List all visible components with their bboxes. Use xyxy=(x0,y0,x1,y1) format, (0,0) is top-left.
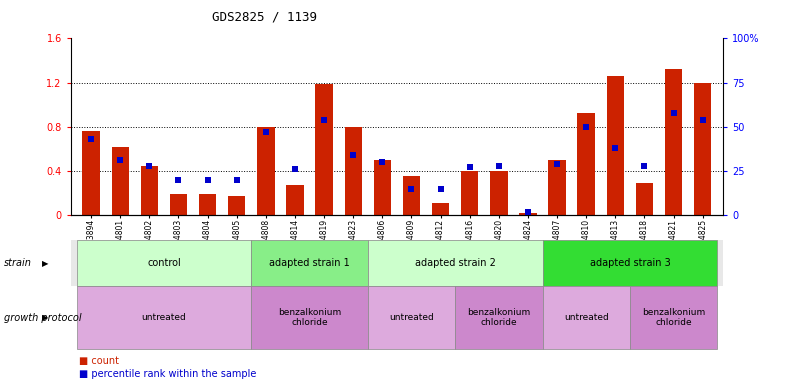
Text: adapted strain 1: adapted strain 1 xyxy=(269,258,350,268)
Text: growth protocol: growth protocol xyxy=(4,313,82,323)
Bar xyxy=(257,127,274,215)
Text: adapted strain 2: adapted strain 2 xyxy=(415,258,496,268)
Bar xyxy=(112,147,129,215)
Point xyxy=(347,152,359,158)
Point xyxy=(259,129,272,135)
Bar xyxy=(665,70,682,215)
Bar xyxy=(199,194,216,215)
Point xyxy=(201,177,214,183)
Point xyxy=(464,164,476,170)
Text: GDS2825 / 1139: GDS2825 / 1139 xyxy=(212,10,318,23)
Bar xyxy=(490,171,508,215)
Text: ■ count: ■ count xyxy=(79,356,119,366)
Bar xyxy=(286,185,303,215)
Text: benzalkonium
chloride: benzalkonium chloride xyxy=(278,308,341,328)
Bar xyxy=(549,160,566,215)
Point xyxy=(435,185,447,192)
Point xyxy=(85,136,97,142)
Text: untreated: untreated xyxy=(141,313,186,322)
Bar xyxy=(694,83,711,215)
Text: benzalkonium
chloride: benzalkonium chloride xyxy=(642,308,705,328)
Text: ▶: ▶ xyxy=(42,313,48,322)
Point xyxy=(376,159,388,165)
Text: strain: strain xyxy=(4,258,31,268)
Point xyxy=(493,162,505,169)
Text: control: control xyxy=(147,258,181,268)
Bar xyxy=(461,171,479,215)
Bar xyxy=(83,131,100,215)
Point xyxy=(318,117,330,123)
Bar xyxy=(402,176,421,215)
Text: benzalkonium
chloride: benzalkonium chloride xyxy=(467,308,531,328)
Point xyxy=(609,145,622,151)
Bar xyxy=(141,167,158,215)
Point xyxy=(580,124,593,130)
Bar xyxy=(228,196,245,215)
Point xyxy=(522,209,534,215)
Bar xyxy=(344,127,362,215)
Point xyxy=(143,162,156,169)
Point xyxy=(638,162,651,169)
Text: untreated: untreated xyxy=(564,313,608,322)
Text: adapted strain 3: adapted strain 3 xyxy=(590,258,670,268)
Text: untreated: untreated xyxy=(389,313,434,322)
Text: ■ percentile rank within the sample: ■ percentile rank within the sample xyxy=(79,369,256,379)
Bar xyxy=(432,203,450,215)
Point xyxy=(406,185,418,192)
Bar xyxy=(607,76,624,215)
Bar xyxy=(170,194,187,215)
Text: ▶: ▶ xyxy=(42,258,48,268)
Bar xyxy=(578,114,595,215)
Bar xyxy=(315,84,332,215)
Bar xyxy=(373,160,391,215)
Point xyxy=(230,177,243,183)
Point xyxy=(551,161,564,167)
Bar xyxy=(636,183,653,215)
Point xyxy=(288,166,301,172)
Bar xyxy=(520,213,537,215)
Point xyxy=(696,117,709,123)
Point xyxy=(172,177,185,183)
Point xyxy=(114,157,127,163)
Point xyxy=(667,109,680,116)
